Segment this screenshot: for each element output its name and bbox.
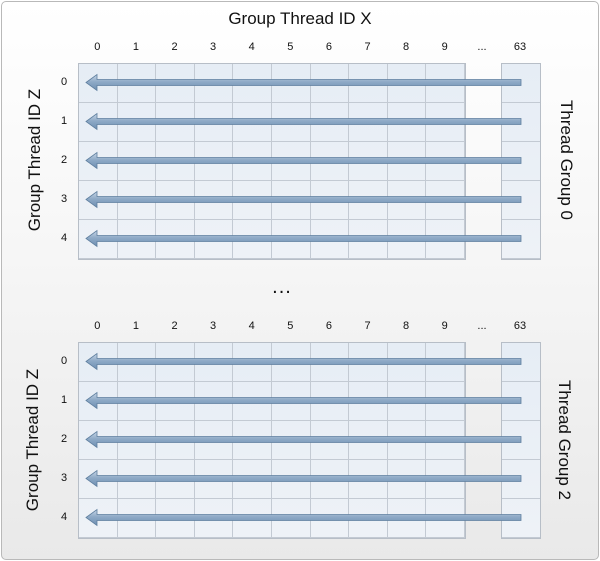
x-tick-label: 2 <box>171 320 178 332</box>
x-tick-label: 0 <box>94 320 101 332</box>
thread-row-arrow <box>85 229 522 248</box>
thread-cell <box>502 382 540 421</box>
thread-cell <box>502 343 540 382</box>
x-tick-label: ... <box>477 320 487 332</box>
x-tick-label: 5 <box>287 320 294 332</box>
thread-row-arrow <box>85 391 522 410</box>
x-tick-label: 4 <box>248 320 255 332</box>
x-tick-label: 5 <box>287 41 294 53</box>
x-tick-label: 0 <box>94 41 101 53</box>
thread-cell <box>502 499 540 538</box>
x-axis-title: Group Thread ID X <box>228 9 372 28</box>
z-tick-label: 2 <box>60 432 68 445</box>
x-tick-label: 3 <box>210 41 217 53</box>
x-tick-label: 1 <box>132 320 139 332</box>
x-tick-label: ... <box>477 41 487 53</box>
thread-row-arrow <box>85 73 522 92</box>
thread-cell <box>502 142 540 181</box>
thread-cell <box>502 64 540 103</box>
thread-cell <box>502 103 540 142</box>
z-tick-label: 4 <box>60 510 68 523</box>
x-tick-label: 7 <box>364 41 371 53</box>
z-tick-label: 1 <box>60 393 68 406</box>
x-tick-label: 9 <box>441 320 448 332</box>
x-tick-label: 63 <box>513 320 527 332</box>
thread-row-arrow <box>85 508 522 527</box>
thread-row-arrow <box>85 352 522 371</box>
thread-row-arrow <box>85 151 522 170</box>
x-tick-label: 6 <box>325 41 332 53</box>
x-tick-label: 7 <box>364 320 371 332</box>
x-tick-label: 63 <box>513 41 527 53</box>
x-tick-label: 9 <box>441 41 448 53</box>
z-tick-label: 3 <box>60 192 68 205</box>
z-tick-label: 3 <box>60 471 68 484</box>
thread-cell <box>502 181 540 220</box>
z-tick-label: 4 <box>60 231 68 244</box>
thread-cell <box>502 220 540 259</box>
z-tick-label: 0 <box>60 75 68 88</box>
z-tick-label: 0 <box>60 354 68 367</box>
thread-row-arrow <box>85 469 522 488</box>
x-tick-label: 6 <box>325 320 332 332</box>
x-tick-label: 8 <box>403 41 410 53</box>
z-tick-label: 1 <box>60 114 68 127</box>
x-tick-label: 3 <box>210 320 217 332</box>
thread-row-arrow <box>85 430 522 449</box>
thread-row-arrow <box>85 190 522 209</box>
group-ellipsis: ... <box>272 276 292 298</box>
thread-cell <box>502 460 540 499</box>
z-tick-label: 2 <box>60 153 68 166</box>
thread-cell <box>502 421 540 460</box>
x-tick-label: 8 <box>403 320 410 332</box>
thread-row-arrow <box>85 112 522 131</box>
x-tick-label: 1 <box>132 41 139 53</box>
x-tick-label: 2 <box>171 41 178 53</box>
x-tick-label: 4 <box>248 41 255 53</box>
